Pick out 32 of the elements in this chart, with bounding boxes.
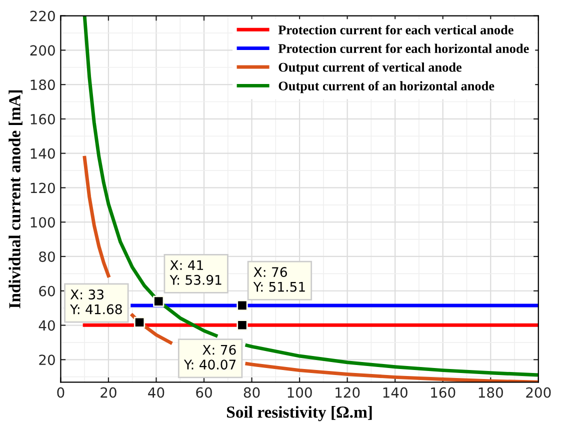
legend-label: Output current of vertical anode — [278, 62, 462, 74]
legend-label: Protection current for each horizontal anode — [278, 44, 529, 54]
annotation: X: 41 Y: 53.91 — [170, 260, 222, 285]
y-tick-label: 180 — [30, 80, 55, 90]
annotation: X: 33 Y: 41.68 — [70, 290, 122, 314]
annotation: X: 76 Y: 40.07 — [184, 344, 236, 370]
legend-label: Protection current for each vertical anode — [278, 24, 514, 34]
y-tick-label: 200 — [30, 45, 55, 56]
y-tick-label: 160 — [30, 114, 55, 124]
x-tick-label: 100 — [288, 387, 312, 398]
x-tick-label: 180 — [478, 387, 503, 398]
x-tick-label: 120 — [336, 387, 360, 398]
x-tick-label: 160 — [431, 387, 456, 398]
y-tick-label: 100 — [30, 217, 55, 228]
x-tick-label: 140 — [383, 387, 408, 398]
x-tick-label: 80 — [244, 387, 260, 398]
annotation: X: 76 Y: 51.51 — [253, 267, 305, 292]
x-tick-label: 20 — [100, 387, 116, 398]
y-tick-label: 220 — [30, 10, 55, 22]
y-tick-label: 40 — [38, 320, 55, 331]
x-tick-label: 200 — [526, 387, 551, 398]
y-tick-label: 60 — [39, 286, 55, 296]
y-tick-label: 20 — [39, 354, 55, 366]
y-tick-label: 120 — [30, 182, 55, 194]
x-tick-label: 0 — [57, 387, 64, 398]
y-tick-label: 140 — [30, 148, 55, 159]
y-axis-title: Individual current anode [mA] — [8, 90, 22, 308]
x-tick-label: 60 — [196, 387, 212, 398]
legend-label: Output current of an horizontal anode — [278, 81, 494, 94]
x-tick-label: 40 — [148, 387, 164, 398]
x-axis-title: Soil resistivity [Ω.m] — [227, 406, 372, 422]
y-tick-label: 80 — [39, 251, 55, 262]
